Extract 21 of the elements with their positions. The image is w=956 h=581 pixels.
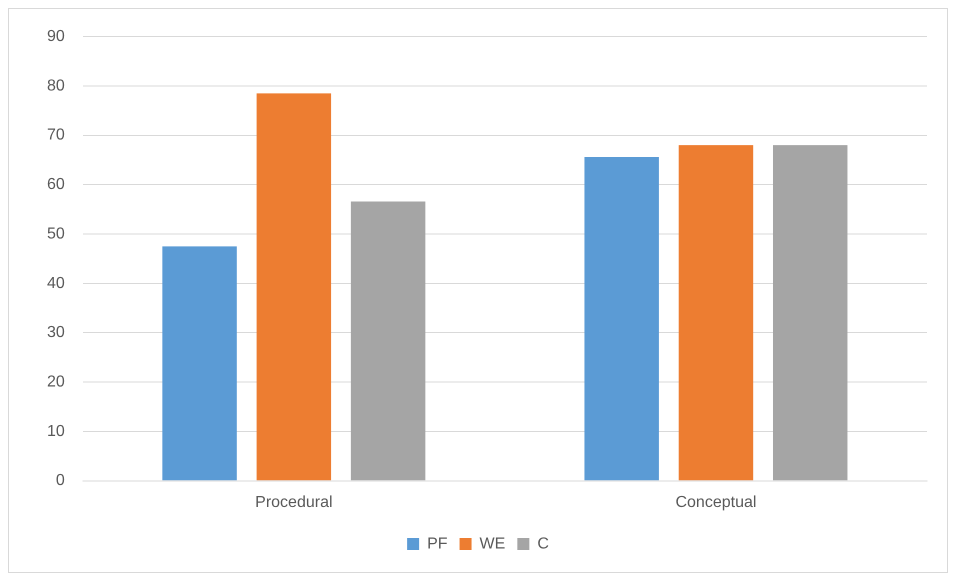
y-tick-label: 90 — [47, 28, 65, 46]
x-tick-label: Conceptual — [675, 494, 756, 511]
y-tick-label: 70 — [47, 126, 65, 144]
legend-label: WE — [480, 535, 506, 552]
bar — [678, 145, 754, 480]
bar — [584, 157, 659, 480]
y-tick-label: 50 — [47, 225, 65, 242]
x-tick-label: Procedural — [255, 494, 333, 511]
y-tick-label: 30 — [47, 324, 65, 342]
y-tick-label: 40 — [47, 274, 65, 292]
y-tick-label: 0 — [56, 472, 65, 490]
y-tick-label: 20 — [47, 373, 65, 390]
bar — [256, 93, 332, 480]
legend-label: C — [537, 535, 549, 552]
bar — [162, 246, 237, 480]
bar — [772, 145, 848, 480]
y-tick-label: 60 — [47, 176, 65, 194]
bar — [350, 201, 426, 480]
y-tick-label: 10 — [47, 422, 65, 440]
legend-label: PF — [427, 535, 448, 552]
y-tick-label: 80 — [47, 77, 65, 94]
